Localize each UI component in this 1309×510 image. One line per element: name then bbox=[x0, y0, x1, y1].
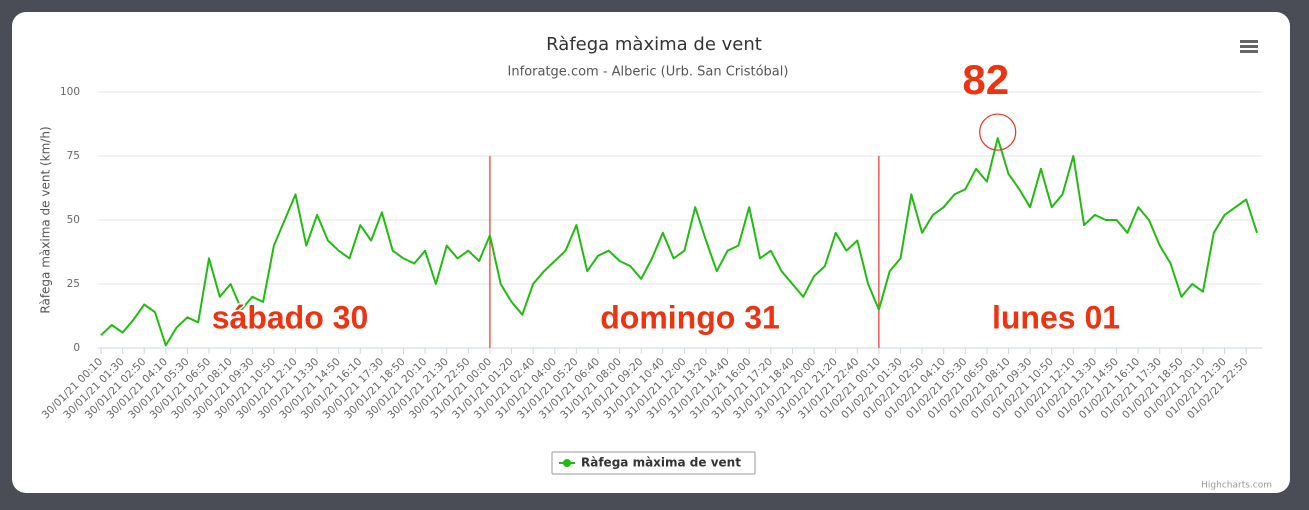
legend-item[interactable]: Ràfega màxima de vent bbox=[559, 456, 741, 470]
y-tick-label: 100 bbox=[60, 86, 80, 98]
peak-circle bbox=[979, 113, 1017, 151]
y-tick-label: 0 bbox=[73, 342, 80, 354]
series-line bbox=[100, 137, 1258, 347]
y-tick-label: 25 bbox=[67, 278, 80, 290]
menu-bar bbox=[1240, 45, 1258, 48]
legend: Ràfega màxima de vent bbox=[551, 451, 756, 475]
y-tick-label: 75 bbox=[67, 150, 80, 162]
y-tick-label: 50 bbox=[67, 214, 80, 226]
menu-bar bbox=[1240, 40, 1258, 43]
menu-button[interactable] bbox=[1240, 40, 1258, 53]
legend-symbol bbox=[563, 459, 571, 467]
legend-box bbox=[551, 451, 756, 475]
credits[interactable]: Highcharts.com bbox=[1201, 481, 1272, 491]
menu-bar bbox=[1240, 50, 1258, 53]
day-annotation: sábado 30 bbox=[212, 299, 369, 335]
chart-subtitle: Inforatge.com - Alberic (Urb. San Cristó… bbox=[508, 65, 789, 80]
peak-label: 82 bbox=[962, 56, 1009, 103]
card bbox=[12, 12, 1290, 493]
chart-title: Ràfega màxima de vent bbox=[546, 34, 762, 55]
legend-label: Ràfega màxima de vent bbox=[581, 456, 741, 470]
day-annotation: domingo 31 bbox=[600, 299, 780, 335]
day-annotation: lunes 01 bbox=[992, 299, 1120, 335]
y-axis-label: Ràfega màxima de vent (km/h) bbox=[39, 126, 53, 313]
